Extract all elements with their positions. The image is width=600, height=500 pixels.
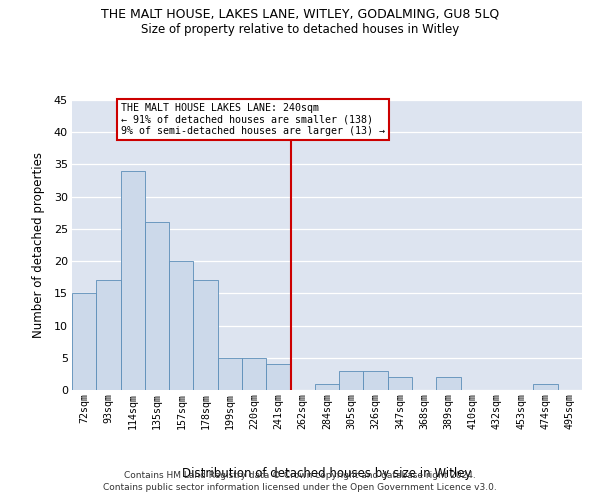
Bar bbox=[315, 384, 339, 390]
Bar bbox=[193, 280, 218, 390]
Bar bbox=[169, 261, 193, 390]
Bar bbox=[145, 222, 169, 390]
Text: Size of property relative to detached houses in Witley: Size of property relative to detached ho… bbox=[141, 22, 459, 36]
Text: THE MALT HOUSE LAKES LANE: 240sqm
← 91% of detached houses are smaller (138)
9% : THE MALT HOUSE LAKES LANE: 240sqm ← 91% … bbox=[121, 103, 385, 136]
Text: Distribution of detached houses by size in Witley: Distribution of detached houses by size … bbox=[182, 467, 472, 480]
Bar bbox=[339, 370, 364, 390]
Bar bbox=[533, 384, 558, 390]
Y-axis label: Number of detached properties: Number of detached properties bbox=[32, 152, 46, 338]
Bar bbox=[72, 294, 96, 390]
Bar bbox=[364, 370, 388, 390]
Text: THE MALT HOUSE, LAKES LANE, WITLEY, GODALMING, GU8 5LQ: THE MALT HOUSE, LAKES LANE, WITLEY, GODA… bbox=[101, 8, 499, 20]
Bar bbox=[218, 358, 242, 390]
Bar bbox=[436, 377, 461, 390]
Bar bbox=[266, 364, 290, 390]
Bar bbox=[96, 280, 121, 390]
Bar bbox=[388, 377, 412, 390]
Bar bbox=[121, 171, 145, 390]
Bar bbox=[242, 358, 266, 390]
Text: Contains HM Land Registry data © Crown copyright and database right 2024.
Contai: Contains HM Land Registry data © Crown c… bbox=[103, 471, 497, 492]
